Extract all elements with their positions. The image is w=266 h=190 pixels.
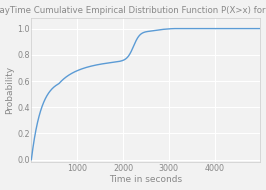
Title: PlayTime Cumulative Empirical Distribution Function P(X>x) for class03: PlayTime Cumulative Empirical Distributi… <box>0 6 266 15</box>
Y-axis label: Probability: Probability <box>6 66 15 114</box>
X-axis label: Time in seconds: Time in seconds <box>109 175 182 184</box>
